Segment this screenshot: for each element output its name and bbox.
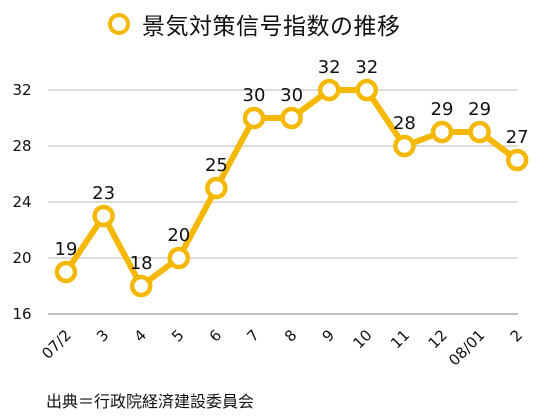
data-label: 30 (280, 85, 303, 106)
data-point (317, 78, 341, 102)
chart-legend: 景気対策信号指数の推移 (108, 4, 401, 44)
data-point (242, 106, 266, 130)
data-label: 27 (506, 127, 529, 148)
y-tick-label: 16 (12, 305, 31, 323)
data-label: 25 (205, 155, 228, 176)
data-label: 19 (55, 239, 78, 260)
legend-marker-icon (108, 13, 130, 35)
x-tick-label: 5 (168, 326, 187, 345)
x-tick-label: 9 (319, 326, 338, 345)
data-label: 29 (468, 99, 491, 120)
x-tick-label: 08/01 (445, 326, 488, 369)
data-point (92, 204, 115, 228)
y-tick-label: 24 (12, 193, 31, 211)
data-label: 29 (431, 99, 454, 120)
data-point (280, 106, 303, 130)
data-label: 30 (243, 85, 266, 106)
data-label: 23 (92, 183, 115, 204)
data-label: 32 (355, 57, 378, 78)
x-tick-label: 6 (206, 326, 225, 345)
data-point (393, 134, 416, 158)
data-point (54, 260, 78, 284)
data-label: 18 (130, 253, 153, 274)
data-point (505, 148, 529, 172)
x-tick-label: 3 (93, 326, 112, 345)
y-tick-label: 32 (12, 81, 31, 99)
x-tick-label: 4 (131, 326, 150, 345)
data-point (129, 274, 153, 298)
data-point (205, 176, 228, 200)
data-point (355, 78, 379, 102)
data-point (468, 120, 491, 144)
x-tick-label: 12 (425, 326, 451, 352)
x-tick-label: 7 (243, 326, 262, 345)
data-label: 20 (167, 225, 190, 246)
data-point (430, 120, 454, 144)
x-tick-label: 8 (281, 326, 300, 345)
source-note: 出典＝行政院経済建設委員会 (46, 392, 255, 411)
x-tick-label: 11 (387, 326, 413, 352)
x-tick-label: 07/2 (38, 326, 75, 363)
data-label: 32 (318, 57, 341, 78)
y-tick-label: 28 (12, 137, 31, 155)
data-label: 28 (393, 113, 416, 134)
data-point (167, 246, 191, 270)
y-tick-label: 20 (12, 249, 31, 267)
x-tick-label: 10 (349, 326, 375, 352)
x-tick-label: 2 (507, 326, 526, 345)
legend-label: 景気対策信号指数の推移 (142, 14, 401, 40)
